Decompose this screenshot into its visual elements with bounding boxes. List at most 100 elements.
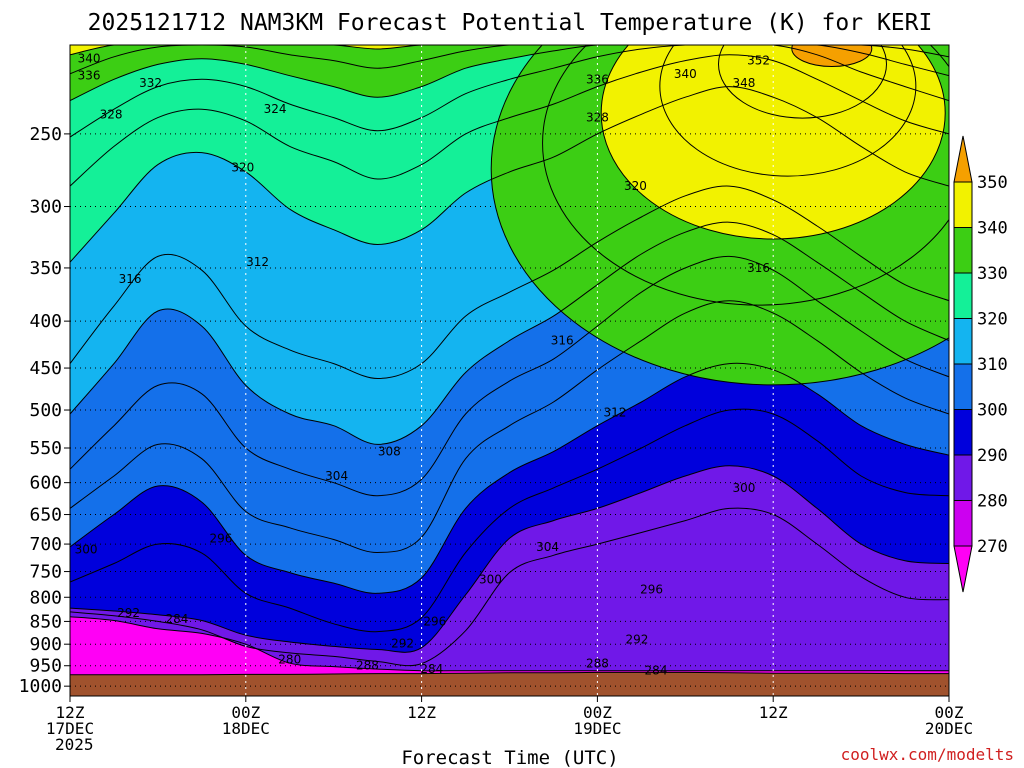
isentrope-line-284: [70, 616, 949, 672]
x-tick-label: 00Z: [583, 703, 612, 722]
x-tick-label: 2025: [55, 735, 94, 754]
contour-label: 292: [117, 606, 140, 620]
contour-label: 292: [391, 636, 414, 650]
contour-label: 288: [356, 659, 379, 673]
isentrope-line-288: [70, 507, 949, 667]
contour-label: 304: [325, 469, 348, 483]
contour-label: 296: [209, 531, 232, 545]
y-tick-label: 300: [29, 197, 62, 218]
contour-label: 316: [747, 261, 770, 275]
isentrope-line-304: [70, 300, 949, 554]
colorbar-band: [953, 181, 973, 228]
plot-frame: [69, 44, 950, 697]
y-tick-label: 400: [29, 311, 62, 332]
y-tick-label: 750: [29, 562, 62, 583]
ground-surface: [70, 671, 949, 696]
chart-title: 2025121712 NAM3KM Forecast Potential Tem…: [88, 10, 933, 36]
x-tick-label: 12Z: [759, 703, 788, 722]
contour-label: 280: [278, 652, 301, 666]
colorbar-band: [953, 318, 973, 365]
contour-label: 308: [378, 445, 401, 459]
colorbar-label: 310: [977, 355, 1008, 375]
x-tick-label: 20DEC: [925, 719, 973, 738]
colorbar-bottom-arrow: [953, 545, 973, 593]
y-tick-label: 600: [29, 473, 62, 494]
contour-label: 296: [423, 614, 446, 628]
isentrope-fill-332: [70, 45, 949, 101]
contour-label: 336: [78, 69, 101, 83]
contour-label: 300: [479, 572, 502, 586]
contour-label-layer: 340 336 332 328 324 320 312 316 316 312 308 304 304 3…: [75, 52, 770, 678]
y-tick-label: 650: [29, 505, 62, 526]
x-tick-label: 19DEC: [573, 719, 621, 738]
contour-label: 284: [165, 612, 188, 626]
ground-layer: [70, 671, 949, 696]
isentrope-line-300: [70, 362, 949, 594]
x-tick-label: 00Z: [935, 703, 964, 722]
isentrope-line-292: [70, 465, 949, 653]
colorbar-label: 320: [977, 310, 1008, 330]
y-tick-label: 800: [29, 587, 62, 608]
colorbar-label: 300: [977, 401, 1008, 421]
contour-label: 288: [586, 657, 609, 671]
isentrope-line-328: [70, 45, 949, 138]
y-axis: 2503003504004505005506006507007508008509…: [19, 124, 70, 697]
y-tick-label: 850: [29, 611, 62, 632]
isentrope-line-316: [70, 185, 949, 380]
colorbar-label: 270: [977, 537, 1008, 557]
contour-label: 300: [732, 481, 755, 495]
contour-label: 332: [139, 76, 162, 90]
colorbar-band: [953, 272, 973, 319]
x-tick-label: 17DEC: [46, 719, 94, 738]
colorbar-label: 340: [977, 219, 1008, 239]
x-tick-label: 00Z: [231, 703, 260, 722]
colorbar-band: [953, 409, 973, 456]
credit-text: coolwx.com/modelts: [841, 745, 1014, 764]
x-axis-title: Forecast Time (UTC): [401, 747, 618, 768]
y-tick-label: 350: [29, 258, 62, 279]
contour-label: 312: [604, 405, 627, 419]
contour-label: 284: [645, 664, 668, 678]
colorbar-band: [953, 454, 973, 501]
contour-label: 328: [586, 111, 609, 125]
isentrope-line-layer: [70, 45, 949, 672]
colorbar-band: [953, 363, 973, 410]
grid-layer: [70, 45, 949, 696]
isentrope-line-308: [70, 255, 949, 497]
contour-label: 296: [640, 583, 663, 597]
isentrope-line-332: [70, 45, 949, 102]
contour-label: 292: [626, 633, 649, 647]
isentrope-line-320: [70, 86, 949, 263]
x-tick-label: 12Z: [56, 703, 85, 722]
y-tick-label: 700: [29, 534, 62, 555]
colorbar-band: [953, 227, 973, 274]
y-tick-label: 900: [29, 634, 62, 655]
isentrope-fill-336: [70, 45, 949, 74]
colorbar-label: 290: [977, 446, 1008, 466]
colorbar-band: [953, 500, 973, 547]
contour-label: 320: [231, 160, 254, 174]
colorbar-label: 350: [977, 173, 1008, 193]
contour-label: 312: [246, 255, 269, 269]
colorbar-label: 280: [977, 492, 1008, 512]
plot-area: 340 336 332 328 324 320 312 316 316 312 308 304 304 3…: [69, 44, 950, 697]
contour-label: 340: [78, 52, 101, 66]
colorbar-top-arrow: [953, 135, 973, 183]
contour-label: 320: [624, 179, 647, 193]
y-tick-label: 1000: [19, 676, 62, 697]
contour-label: 328: [100, 107, 123, 121]
isentrope-line-324: [70, 54, 949, 187]
contour-label: 316: [119, 272, 142, 286]
contour-label: 284: [420, 662, 443, 676]
x-tick-label: 18DEC: [222, 719, 270, 738]
isentrope-line-312: [70, 221, 949, 445]
isentrope-line-296: [70, 408, 949, 633]
y-tick-label: 950: [29, 656, 62, 677]
contour-label: 324: [264, 102, 287, 116]
contour-label: 300: [75, 543, 98, 557]
x-tick-label: 12Z: [407, 703, 436, 722]
y-tick-label: 550: [29, 438, 62, 459]
colorbar: 350 340 330 320 310 300 290 280 270: [953, 135, 1008, 593]
contour-label: 304: [536, 540, 559, 554]
